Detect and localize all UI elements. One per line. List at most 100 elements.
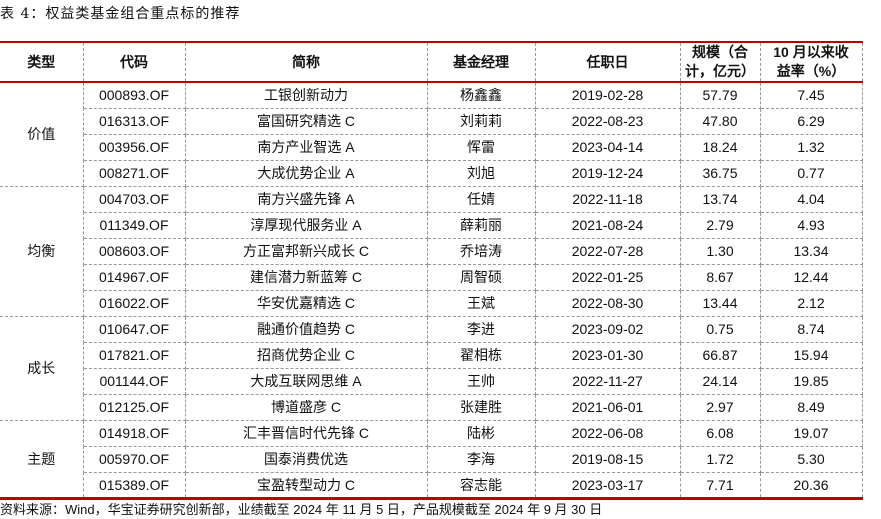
fund-name: 南方产业智选 A (184, 134, 428, 161)
table-row: 016022.OF 华安优嘉精选 C 王斌 2022-08-30 13.44 2.12 (0, 290, 863, 317)
fund-recommendation-table: 类型 代码 简称 基金经理 任职日 规模（合 计，亿元） 10 月以来收 益率（%）… (0, 41, 863, 500)
start-date: 2022-11-18 (534, 186, 681, 213)
fund-name: 华安优嘉精选 C (184, 290, 428, 317)
fund-name: 汇丰晋信时代先锋 C (184, 420, 428, 447)
fund-size: 47.80 (679, 108, 761, 135)
start-date: 2021-06-01 (534, 394, 681, 421)
fund-name: 博道盛彦 C (184, 394, 428, 421)
return-since-oct: 2.12 (759, 290, 863, 317)
header-name: 简称 (184, 42, 428, 82)
fund-size: 18.24 (679, 134, 761, 161)
return-since-oct: 19.07 (759, 420, 863, 447)
fund-name: 宝盈转型动力 C (184, 472, 428, 498)
fund-size: 24.14 (679, 368, 761, 395)
fund-name: 国泰消费优选 (184, 446, 428, 473)
start-date: 2023-03-17 (534, 472, 681, 498)
fund-name: 建信潜力新蓝筹 C (184, 264, 428, 291)
fund-manager: 王斌 (426, 290, 536, 317)
fund-size: 1.30 (679, 238, 761, 265)
fund-name: 富国研究精选 C (184, 108, 428, 135)
source-note: 资料来源：Wind，华宝证券研究创新部，业绩截至 2024 年 11 月 5 日… (0, 502, 603, 517)
fund-size: 13.44 (679, 290, 761, 317)
category-cell: 成长 (0, 316, 84, 421)
table-row: 001144.OF 大成互联网思维 A 王帅 2022-11-27 24.14 19.85 (0, 368, 863, 395)
fund-code: 011349.OF (83, 212, 186, 239)
fund-manager: 陆彬 (426, 420, 536, 447)
start-date: 2022-06-08 (534, 420, 681, 447)
table-title: 表 4：权益类基金组合重点标的推荐 (0, 6, 241, 22)
fund-size: 2.79 (679, 212, 761, 239)
fund-name: 方正富邦新兴成长 C (184, 238, 428, 265)
fund-code: 004703.OF (82, 186, 186, 213)
fund-code: 000893.OF (82, 82, 186, 109)
fund-size: 13.74 (679, 186, 761, 213)
return-since-oct: 13.34 (759, 238, 863, 265)
start-date: 2019-02-28 (534, 82, 681, 109)
fund-size: 0.75 (679, 316, 761, 343)
table-row: 015389.OF 宝盈转型动力 C 容志能 2023-03-17 7.71 20.36 (0, 472, 863, 498)
table-row: 008603.OF 方正富邦新兴成长 C 乔培涛 2022-07-28 1.30 13.3… (0, 238, 863, 265)
return-since-oct: 1.32 (759, 134, 863, 161)
fund-size: 36.75 (679, 160, 761, 187)
table-row: 003956.OF 南方产业智选 A 恽雷 2023-04-14 18.24 1.32 (0, 134, 863, 161)
start-date: 2019-12-24 (534, 160, 681, 187)
fund-manager: 李进 (426, 316, 536, 343)
return-since-oct: 4.93 (759, 212, 863, 239)
start-date: 2023-09-02 (534, 316, 681, 343)
start-date: 2022-08-23 (534, 108, 681, 135)
return-since-oct: 5.30 (759, 446, 863, 473)
fund-size: 6.08 (679, 420, 761, 447)
start-date: 2021-08-24 (534, 212, 681, 239)
start-date: 2022-07-28 (534, 238, 681, 265)
return-since-oct: 20.36 (759, 472, 863, 498)
header-manager: 基金经理 (426, 42, 536, 82)
fund-code: 003956.OF (83, 134, 186, 161)
fund-code: 010647.OF (82, 316, 186, 343)
fund-manager: 李海 (426, 446, 536, 473)
return-since-oct: 7.45 (759, 82, 863, 109)
fund-code: 005970.OF (83, 446, 186, 473)
start-date: 2023-01-30 (534, 342, 681, 369)
table-row: 011349.OF 淳厚现代服务业 A 薛莉丽 2021-08-24 2.79 4.93 (0, 212, 863, 239)
return-since-oct: 8.74 (759, 316, 863, 343)
fund-name: 工银创新动力 (184, 82, 428, 109)
fund-size: 7.71 (679, 472, 761, 498)
category-cell: 价值 (0, 82, 84, 187)
fund-code: 008603.OF (83, 238, 186, 265)
return-since-oct: 4.04 (759, 186, 863, 213)
start-date: 2019-08-15 (534, 446, 681, 473)
fund-code: 012125.OF (83, 394, 186, 421)
header-size: 规模（合 计，亿元） (679, 42, 761, 82)
table-row: 005970.OF 国泰消费优选 李海 2019-08-15 1.72 5.30 (0, 446, 863, 473)
fund-size: 2.97 (679, 394, 761, 421)
fund-manager: 乔培涛 (426, 238, 536, 265)
fund-size: 57.79 (679, 82, 761, 109)
fund-manager: 任婧 (426, 186, 536, 213)
fund-manager: 王帅 (426, 368, 536, 395)
fund-manager: 刘莉莉 (426, 108, 536, 135)
fund-code: 016313.OF (83, 108, 186, 135)
fund-code: 001144.OF (83, 368, 186, 395)
fund-size: 8.67 (679, 264, 761, 291)
fund-code: 008271.OF (83, 160, 186, 187)
return-since-oct: 19.85 (759, 368, 863, 395)
start-date: 2023-04-14 (534, 134, 681, 161)
return-since-oct: 6.29 (759, 108, 863, 135)
fund-code: 015389.OF (83, 472, 186, 498)
fund-name: 融通价值趋势 C (184, 316, 428, 343)
fund-size: 1.72 (679, 446, 761, 473)
header-return: 10 月以来收 益率（%） (759, 42, 863, 82)
header-code: 代码 (82, 42, 186, 82)
fund-name: 南方兴盛先锋 A (184, 186, 428, 213)
fund-name: 大成互联网思维 A (184, 368, 428, 395)
fund-name: 大成优势企业 A (184, 160, 428, 187)
header-row: 类型 代码 简称 基金经理 任职日 规模（合 计，亿元） 10 月以来收 益率（%） (0, 42, 863, 82)
category-cell: 均衡 (0, 186, 84, 317)
return-since-oct: 12.44 (759, 264, 863, 291)
fund-code: 017821.OF (83, 342, 186, 369)
table-row: 017821.OF 招商优势企业 C 翟相栋 2023-01-30 66.87 15.94 (0, 342, 863, 369)
fund-code: 014918.OF (82, 420, 186, 447)
start-date: 2022-01-25 (534, 264, 681, 291)
start-date: 2022-11-27 (534, 368, 681, 395)
fund-name: 招商优势企业 C (184, 342, 428, 369)
